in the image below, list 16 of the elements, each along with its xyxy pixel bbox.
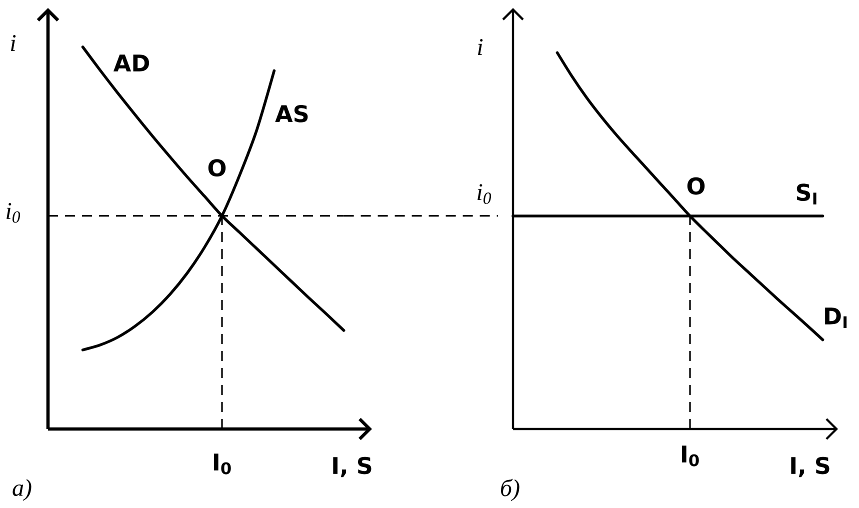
x-axis-title: I, S xyxy=(791,456,830,478)
series-label: S$_{I}$ xyxy=(796,184,816,204)
y-axis-title: i xyxy=(478,39,483,55)
x-axis-title: I, S xyxy=(333,456,372,478)
series-label: AD xyxy=(113,54,150,72)
text: б) xyxy=(501,478,520,502)
annotation: O xyxy=(687,177,705,195)
series-label: D$_{I}$ xyxy=(825,308,847,328)
text: I$_{0}$ xyxy=(682,446,699,466)
text: I$_{0}$ xyxy=(214,454,231,474)
text: i$_{0}$ xyxy=(478,184,492,204)
series-label: AS xyxy=(275,104,308,122)
text: а) xyxy=(12,479,32,501)
annotation: O xyxy=(208,159,226,177)
ref-line-label: i$_{0}$ xyxy=(6,202,20,223)
y-axis-title: i xyxy=(11,35,16,51)
